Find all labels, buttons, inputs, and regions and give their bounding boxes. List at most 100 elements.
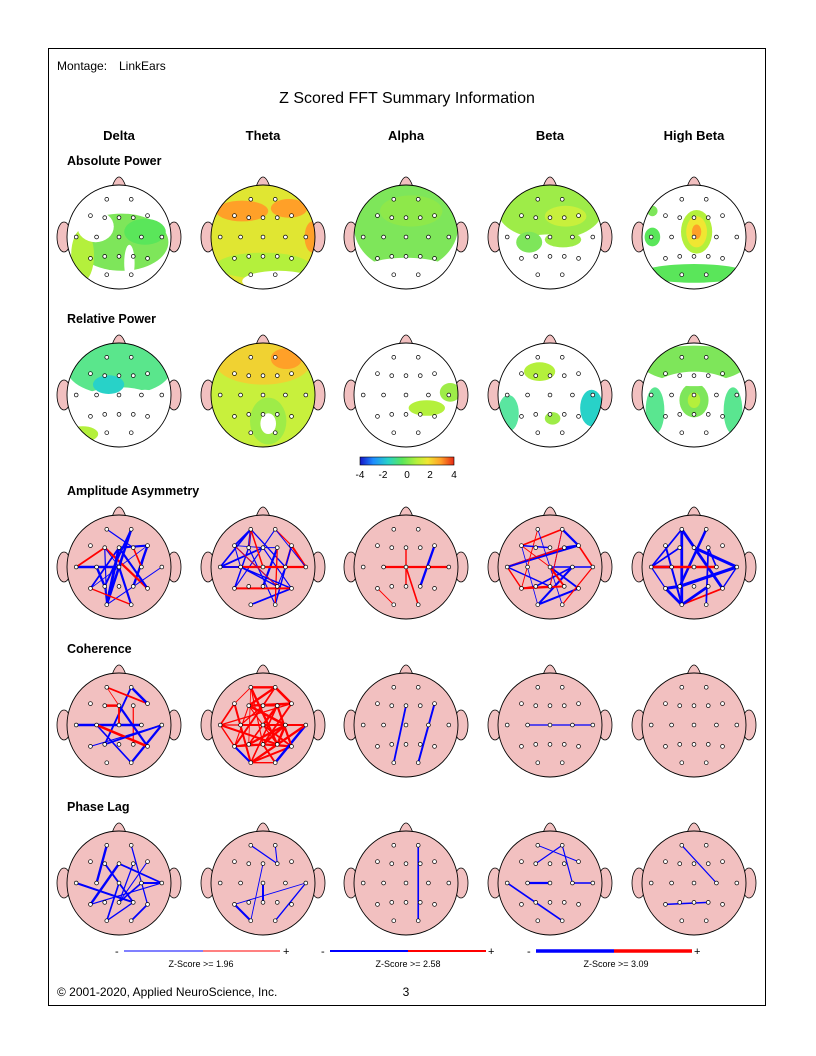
electrode	[547, 584, 553, 589]
legend-plus: +	[694, 946, 700, 958]
electrode	[246, 545, 251, 550]
electrode	[535, 272, 541, 277]
electrode	[559, 272, 565, 277]
electrode	[246, 584, 251, 589]
electrode	[159, 880, 165, 886]
electrode	[535, 843, 541, 848]
electrode	[426, 880, 431, 886]
connection-line	[262, 702, 293, 746]
electrode	[131, 703, 136, 708]
connection-line	[274, 546, 278, 606]
electrode	[131, 584, 136, 589]
connection-line	[721, 566, 738, 590]
electrode	[562, 215, 567, 220]
electrode	[217, 564, 223, 570]
connection-line	[103, 686, 133, 746]
electrode	[535, 197, 541, 202]
electrode	[104, 197, 110, 202]
electrode	[128, 760, 134, 765]
electrode	[116, 584, 122, 589]
electrode	[145, 701, 150, 706]
electrode	[679, 272, 685, 277]
electrode	[590, 234, 596, 240]
connection-line	[234, 545, 278, 587]
electrode	[570, 234, 575, 240]
electrode	[389, 215, 394, 220]
electrode	[116, 392, 122, 398]
connection-line	[276, 703, 293, 707]
electrode	[691, 703, 697, 708]
electrode	[669, 564, 674, 570]
electrode	[375, 213, 380, 218]
electrode	[145, 902, 150, 907]
electrode	[691, 545, 697, 550]
electrode	[139, 392, 144, 398]
electrode	[116, 373, 122, 378]
electrode	[415, 272, 421, 277]
section-absolute-power: Absolute Power	[67, 154, 162, 168]
electrode	[703, 355, 709, 360]
electrode	[116, 545, 122, 550]
electrode	[389, 254, 394, 259]
electrode	[533, 373, 538, 378]
connection-line	[561, 844, 574, 884]
electrode	[104, 430, 110, 435]
electrode	[260, 742, 266, 747]
electrode	[533, 215, 538, 220]
connection-line	[95, 844, 108, 885]
connection-line	[140, 545, 148, 568]
electrode	[139, 880, 144, 886]
connection-line	[250, 528, 264, 568]
band-header-high-beta: High Beta	[664, 128, 725, 143]
electrode	[703, 197, 709, 202]
electrode	[360, 564, 366, 570]
electrode	[232, 859, 237, 864]
electrode	[691, 564, 697, 570]
electrode	[663, 586, 668, 591]
electrode	[381, 234, 386, 240]
connection-line	[549, 528, 563, 587]
connection-line	[118, 861, 149, 903]
electrode	[275, 373, 280, 378]
electrode	[389, 703, 394, 708]
electrode	[706, 584, 711, 589]
electrode	[283, 880, 288, 886]
electrode	[131, 254, 136, 259]
electrode	[734, 722, 740, 728]
head-map	[631, 334, 757, 448]
electrode	[677, 545, 682, 550]
connection-line	[680, 587, 724, 606]
electrode	[706, 703, 711, 708]
electrode	[104, 685, 110, 690]
electrode	[289, 213, 294, 218]
electrode	[504, 880, 510, 886]
legend-minus: -	[527, 946, 531, 958]
electrode	[232, 902, 237, 907]
electrode	[418, 373, 423, 378]
electrode	[217, 234, 223, 240]
electrode	[232, 213, 237, 218]
electrode	[283, 722, 288, 728]
electrode	[389, 412, 394, 417]
electrode	[275, 900, 280, 905]
electrode	[260, 703, 266, 708]
electrode	[418, 254, 423, 259]
electrode	[389, 584, 394, 589]
legend-label: Z-Score >= 2.58	[375, 959, 440, 969]
electrode	[88, 586, 93, 591]
electrode	[547, 215, 553, 220]
electrode	[415, 918, 421, 923]
electrode	[432, 414, 437, 419]
electrode	[576, 744, 581, 749]
connection-line	[693, 547, 724, 589]
electrode	[159, 564, 165, 570]
electrode	[519, 543, 524, 548]
electrode	[714, 880, 719, 886]
legend-label: Z-Score >= 1.96	[168, 959, 233, 969]
electrode	[418, 900, 423, 905]
electrode	[570, 722, 575, 728]
electrode	[283, 392, 288, 398]
head-map	[487, 822, 613, 936]
electrode	[116, 234, 122, 240]
electrode	[525, 880, 530, 886]
